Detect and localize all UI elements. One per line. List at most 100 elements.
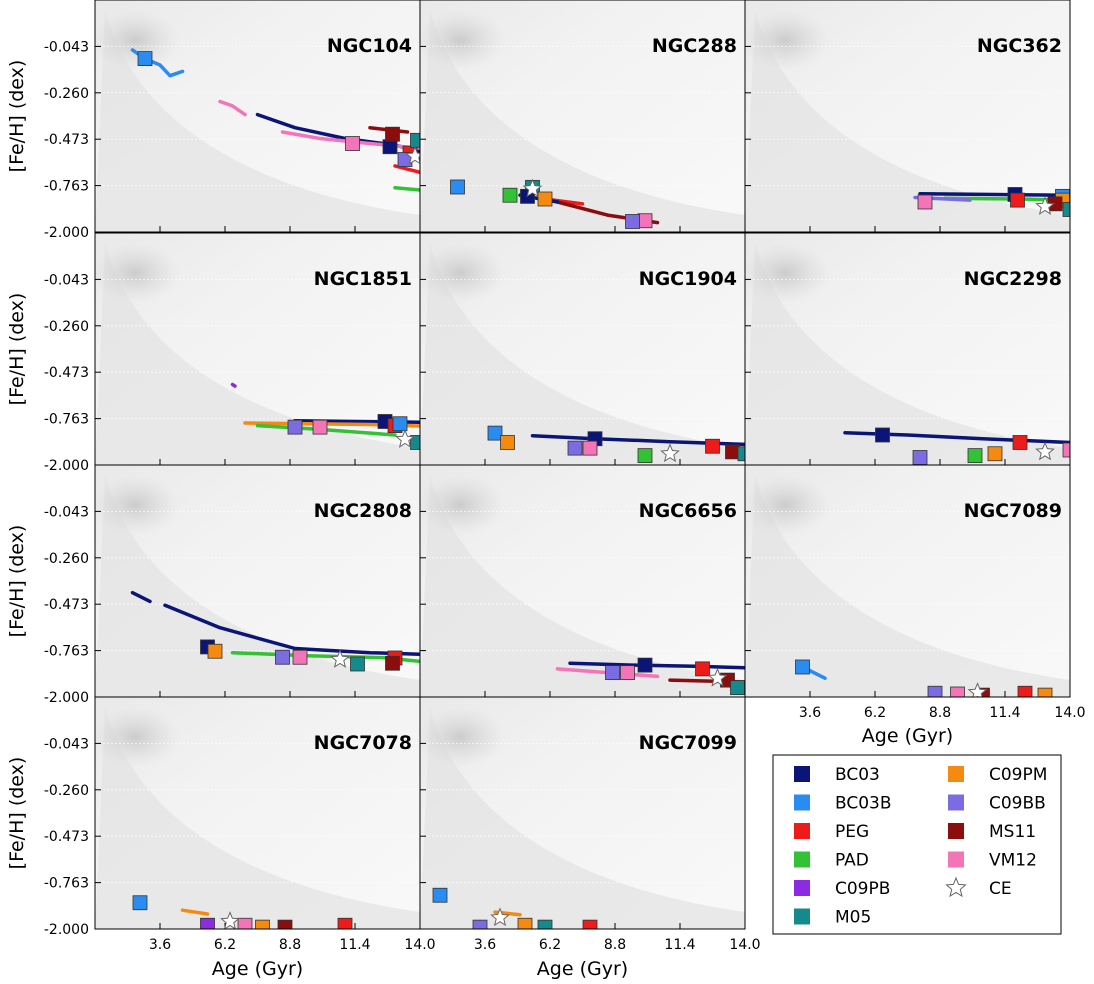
marker-m05	[730, 680, 745, 696]
x-tick-label: 6.2	[864, 705, 886, 721]
track-bc03	[163, 603, 420, 656]
marker-ce	[395, 429, 415, 448]
legend-marker	[794, 794, 810, 811]
legend-marker	[948, 823, 964, 839]
marker-c09pm	[255, 919, 270, 929]
density-band	[745, 10, 1070, 232]
marker-m05	[1062, 202, 1070, 217]
series-marks	[132, 895, 353, 929]
panel-title: NGC6656	[639, 500, 737, 522]
marker-bc03b	[432, 887, 448, 903]
marker-vm12	[582, 440, 598, 456]
marker-ce	[522, 178, 543, 198]
density-band	[95, 243, 420, 465]
legend-item-m05: M05	[794, 908, 871, 928]
density-band	[95, 10, 420, 232]
density-band	[95, 707, 420, 929]
marker-bc03b	[487, 425, 503, 441]
y-tick-label: -0.473	[44, 132, 89, 148]
y-tick-label: -0.763	[44, 412, 89, 428]
marker-c09pm	[987, 446, 1003, 462]
y-tick-label: -2.000	[44, 922, 89, 938]
legend-label: MS11	[989, 822, 1036, 842]
marker-bc03	[637, 657, 653, 673]
panel-ngc2808: NGC2808	[94, 464, 421, 698]
y-tick-label: -2.000	[44, 225, 89, 241]
marker-c09bb	[605, 665, 620, 681]
panel-ngc7089: NGC7089	[744, 464, 1071, 698]
marker-peg	[695, 661, 710, 677]
marker-ce	[220, 911, 240, 929]
panel-grid: NGC104 NGC288 NGC362 NGC1851 NGC1904 NGC2298 N…	[6, 0, 1086, 980]
panel-ngc104: NGC104	[94, 0, 421, 233]
marker-pad	[637, 448, 653, 464]
legend-item-bc03b: BC03B	[794, 794, 892, 814]
marker-ms11	[277, 919, 293, 929]
marker-vm12	[917, 194, 933, 210]
panel-frame	[744, 464, 1071, 698]
x-tick-label: 11.4	[989, 705, 1020, 721]
legend-marker	[794, 823, 810, 839]
y-tick-label: -0.763	[44, 876, 89, 892]
marker-ce	[490, 907, 510, 927]
marker-c09bb	[927, 685, 943, 697]
marker-c09bb	[275, 649, 290, 665]
marker-peg	[1012, 435, 1028, 450]
series-marks	[913, 187, 1070, 217]
x-tick-label: 14.0	[1054, 705, 1085, 721]
series-marks	[230, 382, 420, 450]
y-tick-label: -0.763	[44, 179, 89, 195]
series-marks	[843, 427, 1070, 465]
panel-ngc1851: NGC1851	[94, 232, 421, 466]
legend-label: PEG	[835, 822, 869, 842]
marker-c09pm	[207, 643, 223, 659]
x-tick-label: 11.4	[339, 937, 370, 953]
marker-c09bb	[567, 440, 583, 456]
marker-vm12	[637, 213, 653, 229]
legend-item-ce: CE	[945, 876, 1012, 899]
x-tick-label: 3.6	[799, 705, 821, 721]
legend-item-c09bb: C09BB	[948, 794, 1046, 814]
density-band	[420, 707, 745, 929]
track-bc03	[918, 191, 1070, 197]
marker-bc03b	[450, 179, 465, 195]
x-axis-label: Age (Gyr)	[862, 725, 953, 747]
series-marks	[487, 425, 745, 464]
track-vm12	[218, 99, 247, 117]
marker-c09pm	[500, 435, 515, 450]
legend-label: M05	[835, 908, 871, 928]
marker-pad	[967, 448, 983, 464]
marker-bc03b	[392, 416, 408, 432]
panel-ngc2298: NGC2298	[744, 232, 1071, 466]
panel-ngc6656: NGC6656	[419, 464, 746, 698]
marker-bc03	[875, 427, 890, 443]
marker-peg	[705, 438, 720, 454]
legend-marker	[945, 876, 967, 898]
panel-title: NGC104	[327, 35, 412, 57]
marker-bc03b	[132, 895, 148, 911]
legend-marker	[794, 908, 810, 925]
legend-item-c09pb: C09PB	[794, 879, 890, 899]
legend: BC03 BC03B PEG PAD C09PB M05 C09PM C09BB MS11 VM1…	[772, 754, 1062, 935]
y-tick-label: -0.473	[44, 829, 89, 845]
legend-item-vm12: VM12	[948, 851, 1037, 871]
panel-title: NGC7078	[314, 732, 412, 754]
series-marks	[130, 590, 420, 672]
panel-ngc7078: NGC7078	[94, 696, 421, 930]
marker-ms11	[385, 655, 400, 671]
panel-ngc288: NGC288	[419, 0, 746, 233]
y-axis-label: [Fe/H] (dex)	[6, 293, 28, 406]
series-marks	[432, 887, 598, 929]
series-marks	[555, 657, 745, 696]
y-axis-label: [Fe/H] (dex)	[6, 757, 28, 870]
legend-label: C09BB	[989, 794, 1046, 814]
track-pad	[393, 185, 420, 192]
marker-peg	[1017, 685, 1033, 697]
marker-ce	[330, 649, 350, 668]
panel-title: NGC1904	[639, 268, 737, 290]
panel-title: NGC7099	[639, 732, 737, 754]
marker-peg	[582, 919, 598, 929]
series-marks	[130, 48, 420, 192]
y-tick-label: -0.260	[44, 551, 89, 567]
